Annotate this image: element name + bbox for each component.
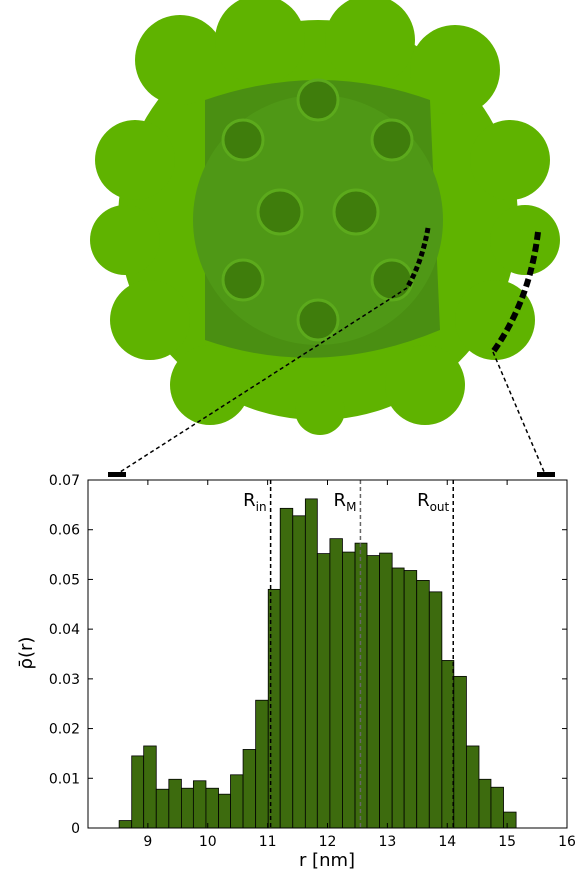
annotation-label: Rout — [417, 490, 449, 514]
annotation-symbol: R — [243, 490, 256, 511]
bar — [329, 538, 343, 829]
bar — [316, 553, 331, 829]
annotation-label: Rin — [243, 490, 266, 514]
bar — [292, 515, 306, 829]
bar — [379, 552, 393, 829]
bar — [441, 660, 455, 829]
bar — [242, 749, 257, 829]
bar — [279, 507, 294, 829]
annotation-subscript: M — [346, 500, 356, 514]
x-tick-label: 15 — [498, 834, 516, 850]
annotation-label: RM — [334, 490, 357, 514]
bar — [230, 774, 244, 829]
bar — [503, 811, 517, 829]
bar — [267, 588, 281, 829]
x-tick-label: 12 — [319, 834, 337, 850]
bar — [403, 570, 418, 829]
annotation-subscript: in — [256, 500, 267, 514]
bar — [192, 780, 207, 829]
annotation-symbol: R — [417, 490, 430, 511]
y-tick-label: 0.03 — [49, 672, 80, 688]
bar — [205, 787, 219, 829]
y-tick-label: 0.04 — [49, 622, 80, 638]
bar — [143, 745, 157, 829]
y-tick-label: 0.07 — [49, 473, 80, 489]
bar — [181, 787, 194, 829]
bar — [131, 755, 145, 829]
capsid-image — [90, 0, 560, 477]
bar — [490, 786, 504, 829]
bar — [391, 567, 405, 829]
bar — [366, 555, 380, 829]
bar — [118, 820, 133, 829]
x-tick-label: 11 — [259, 834, 277, 850]
annotation-symbol: R — [334, 490, 347, 511]
y-tick-label: 0.05 — [49, 572, 80, 588]
bar — [466, 745, 480, 829]
bar — [218, 793, 231, 829]
bar — [342, 551, 356, 829]
x-tick-label: 10 — [199, 834, 217, 850]
y-tick-label: 0 — [71, 821, 80, 837]
x-axis-label: r [nm] — [299, 850, 355, 871]
x-tick-label: 13 — [378, 834, 396, 850]
y-tick-label: 0.01 — [49, 771, 80, 787]
bar — [453, 675, 467, 829]
x-tick-label: 14 — [438, 834, 456, 850]
bar — [155, 788, 170, 829]
annotation-subscript: out — [430, 500, 450, 514]
y-axis-label: ρ̄(r) — [16, 637, 37, 670]
y-tick-label: 0.06 — [49, 523, 80, 539]
y-tick-label: 0.02 — [49, 722, 80, 738]
bar — [168, 778, 182, 829]
bar — [416, 580, 430, 829]
x-tick-label: 16 — [558, 834, 576, 850]
x-tick-label: 9 — [143, 834, 152, 850]
bar — [428, 591, 443, 829]
bar — [255, 699, 269, 829]
bar — [478, 778, 492, 829]
bar — [304, 498, 318, 829]
